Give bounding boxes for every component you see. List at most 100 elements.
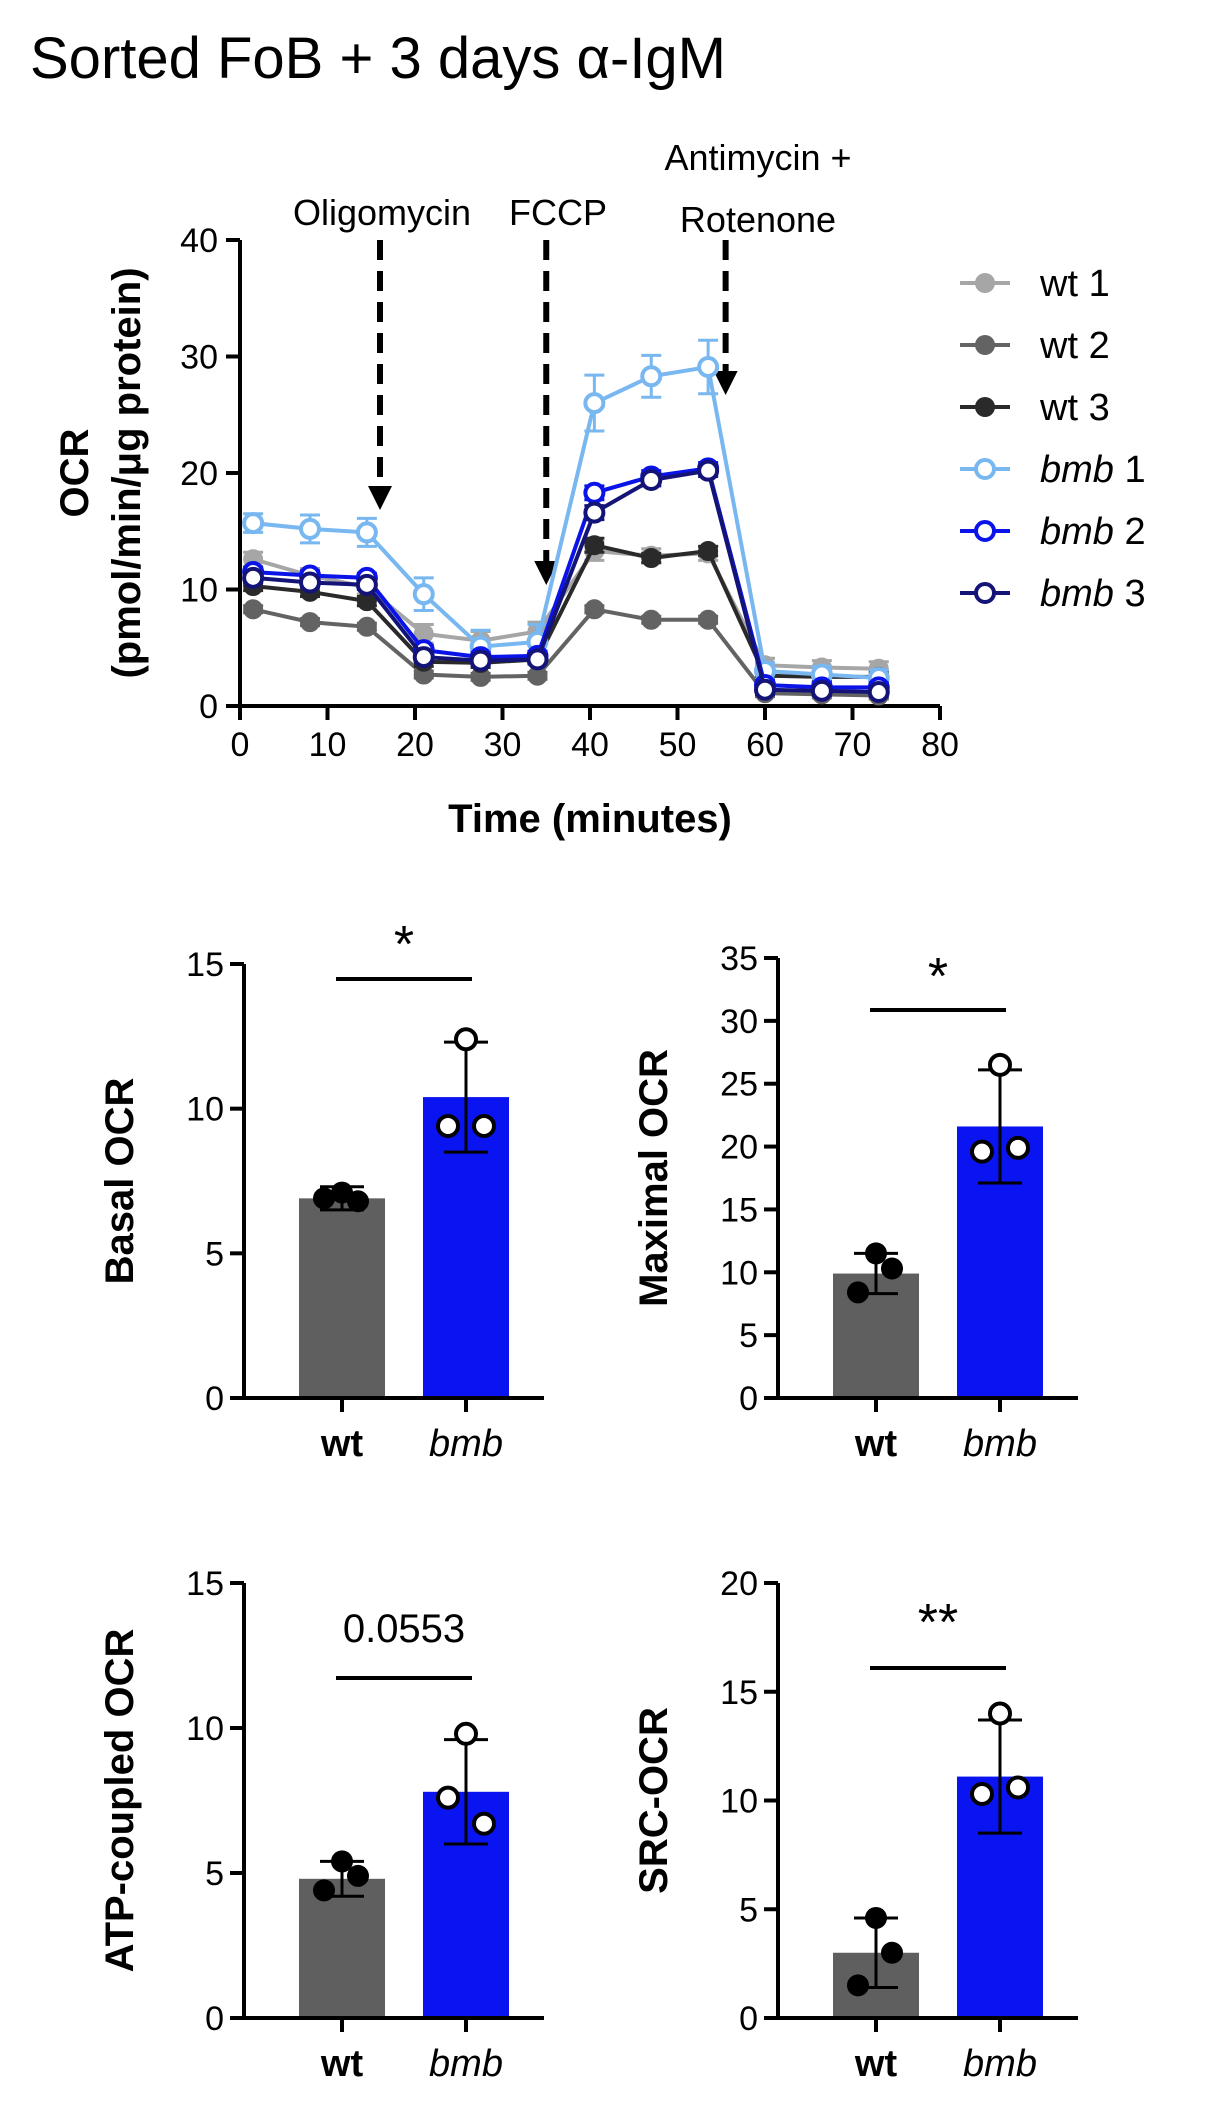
data-point-bmb <box>1006 1775 1030 1800</box>
y-tick-label: 0 <box>739 1380 758 1418</box>
data-point <box>412 583 435 606</box>
x-tick-label: 0 <box>231 726 250 764</box>
y-tick-label: 0 <box>739 2000 758 2038</box>
data-point-wt <box>347 1864 369 1887</box>
series-wt-3 <box>243 535 889 687</box>
figure-title: Sorted FoB + 3 days α-IgM <box>30 26 726 91</box>
data-point-bmb <box>988 1052 1012 1077</box>
category-label-wt: wt <box>854 1423 898 1465</box>
data-point <box>640 468 663 491</box>
y-tick-label: 5 <box>739 1891 758 1929</box>
data-point <box>583 501 606 524</box>
data-point-bmb <box>472 1114 496 1139</box>
y-tick-label: 10 <box>186 1710 224 1748</box>
significance-label: 0.0553 <box>343 1607 465 1651</box>
y-tick-label: 30 <box>720 1003 758 1041</box>
legend-series-number: 3 <box>1124 573 1145 615</box>
legend-label: wt 3 <box>1039 387 1110 429</box>
data-point <box>299 517 321 540</box>
y-tick-label: 10 <box>720 1254 758 1292</box>
data-point-bmb <box>436 1114 460 1139</box>
series-line <box>253 466 879 690</box>
legend-series-name: bmb <box>1040 449 1114 491</box>
annotation-label: Antimycin + <box>664 137 851 178</box>
annotation-label-line2: Rotenone <box>680 199 836 240</box>
ocr-time-course-chart: 0 10 20 30 40 0 10 20 30 40 50 60 70 80 Time (minutes)… <box>53 137 1146 841</box>
series-bmb-3 <box>242 459 890 704</box>
legend-series-number: 1 <box>1124 449 1145 491</box>
y-tick-label: 5 <box>205 1235 224 1273</box>
data-point-bmb <box>988 1701 1012 1726</box>
significance-label: ** <box>918 1594 958 1652</box>
x-tick-label: 70 <box>834 726 872 764</box>
legend-swatch-marker <box>975 397 995 417</box>
data-point <box>412 646 435 669</box>
legend-series-name: bmb <box>1040 573 1114 615</box>
y-axis-title: OCR <box>53 428 97 517</box>
series-bmb-2 <box>242 457 890 699</box>
annotation-arrow-head <box>368 486 392 510</box>
category-label-bmb: bmb <box>429 1423 503 1465</box>
legend-swatch-marker <box>974 520 996 542</box>
legend-series-name: wt <box>1039 325 1078 367</box>
data-point <box>810 679 833 702</box>
data-point <box>867 681 890 704</box>
series-line <box>252 542 879 679</box>
legend-swatch-marker <box>974 458 996 480</box>
x-tick-label: 20 <box>396 726 434 764</box>
y-tick-label: 15 <box>720 1191 758 1229</box>
legend-series-number: 1 <box>1089 263 1110 305</box>
series-wt-1 <box>243 540 889 679</box>
data-point <box>526 648 549 671</box>
y-tick-label: 20 <box>720 1565 758 1603</box>
data-point-bmb <box>436 1785 460 1810</box>
data-point <box>698 541 719 562</box>
data-point <box>583 392 606 415</box>
y-tick-label: 10 <box>180 572 218 610</box>
legend-series-number: 2 <box>1124 511 1145 553</box>
category-label-wt: wt <box>854 2043 898 2085</box>
data-point-wt <box>847 1281 869 1304</box>
data-point <box>584 599 605 620</box>
data-point-bmb <box>970 1781 994 1806</box>
y-tick-label: 10 <box>720 1783 758 1821</box>
y-tick-label: 40 <box>180 222 218 260</box>
legend-series-number: 2 <box>1089 325 1110 367</box>
y-tick-label: 15 <box>720 1674 758 1712</box>
y-axis-title: Maximal OCR <box>632 1049 676 1307</box>
y-tick-label: 5 <box>205 1855 224 1893</box>
data-point-wt <box>313 1879 335 1902</box>
y-tick-label: 20 <box>720 1129 758 1167</box>
y-tick-label: 35 <box>720 940 758 978</box>
legend-swatch-marker <box>974 582 996 604</box>
annotation-label: FCCP <box>509 192 607 233</box>
series-line <box>252 607 879 698</box>
annotation-arrow-head <box>534 561 559 585</box>
data-point <box>641 548 662 569</box>
data-point <box>243 599 264 620</box>
data-point <box>356 616 377 637</box>
data-point-bmb <box>970 1139 994 1164</box>
significance-label: * <box>394 916 414 974</box>
y-tick-label: 25 <box>720 1066 758 1104</box>
category-label-wt: wt <box>320 2043 364 2085</box>
legend-series-name: bmb <box>1040 511 1114 553</box>
data-point-bmb <box>472 1811 496 1836</box>
category-label-wt: wt <box>320 1423 364 1465</box>
data-point <box>698 609 719 630</box>
basal-ocr-bar-chart: 0 5 10 15 wt bmb Basal OCR * <box>98 916 544 1465</box>
data-point <box>584 535 605 556</box>
y-tick-label: 10 <box>186 1091 224 1129</box>
category-label-bmb: bmb <box>963 1423 1037 1465</box>
data-point-wt <box>865 1906 887 1929</box>
y-tick-label: 5 <box>739 1317 758 1355</box>
category-label-bmb: bmb <box>963 2043 1037 2085</box>
legend-swatch-marker <box>975 273 995 293</box>
bar-wt <box>299 1878 385 2018</box>
data-point <box>697 459 720 482</box>
annotation-label: Oligomycin <box>293 192 471 233</box>
data-point-wt <box>313 1187 335 1210</box>
y-axis-title: SRC-OCR <box>632 1707 676 1894</box>
